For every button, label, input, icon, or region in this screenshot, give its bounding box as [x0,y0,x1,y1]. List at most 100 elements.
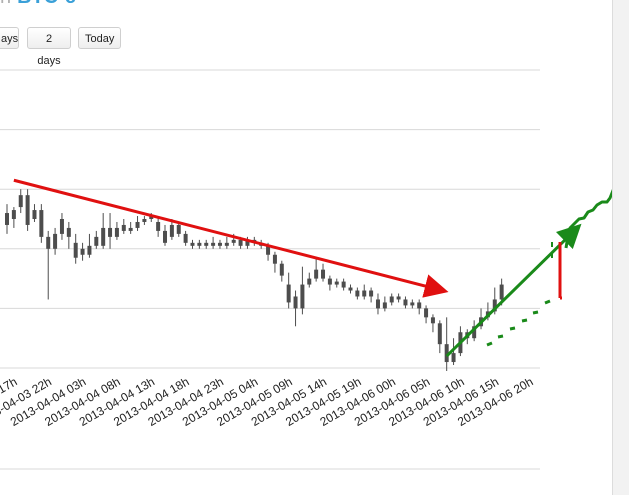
page-title: n BTC-e [0,0,76,9]
candle-body [396,296,401,300]
range-button-2-days[interactable]: 2 days [27,27,71,67]
candle [382,296,387,312]
candle [53,227,58,255]
candle-body [355,290,360,297]
candle-body [66,227,71,237]
candle-body [204,242,209,246]
candle [424,305,429,324]
candle-body [272,254,277,264]
candle [293,290,298,327]
candle-body [18,195,23,208]
candle [444,317,449,371]
projection-dash [532,310,539,315]
candle-body [369,290,374,297]
candle-body [163,230,168,243]
scrollbar[interactable] [612,0,629,495]
candle-body [32,210,37,219]
candle [204,239,209,249]
candle [430,314,435,333]
candle-body [403,299,408,306]
candle-body [217,242,222,246]
candle [169,219,174,240]
candle-body [279,263,284,276]
projection-dash [497,334,504,339]
candle [279,260,284,282]
candle [80,242,85,261]
candle [417,299,422,315]
candle-body [59,219,64,234]
candle-body [156,221,161,231]
candle-body [362,290,367,297]
candle [108,213,113,249]
candle [410,299,415,309]
candle [272,251,277,273]
candle [46,230,51,300]
candle-body [307,278,312,285]
candle-body [410,302,415,306]
range-button-days[interactable]: ays [0,27,19,49]
candle [135,216,140,231]
candle [87,233,92,258]
candle [73,233,78,264]
candle [142,216,147,225]
candle [348,284,353,294]
candle-body [314,269,319,279]
candle [211,236,216,249]
projection-dash [486,341,493,347]
projection-dash [521,318,528,323]
candle [66,221,71,249]
candle-body [417,302,422,309]
candle [327,275,332,291]
candle [286,272,291,309]
candle-body [142,219,147,222]
candle [334,278,339,288]
candle [314,257,319,282]
candle-body [245,239,250,246]
candle-body [128,227,133,231]
candle-body [108,227,113,237]
candle [389,293,394,306]
candle-body [169,224,174,237]
candle [121,219,126,234]
title-lead: n [0,0,11,8]
candle [479,308,484,330]
candle-body [94,236,99,246]
candle [451,338,456,366]
candle-body [451,353,456,363]
range-button-today[interactable]: Today [78,27,121,49]
candle [183,230,188,246]
candle-body [300,284,305,309]
candle [114,221,119,240]
candle [197,239,202,249]
candle [355,287,360,300]
candle-body [424,308,429,318]
candle-body [382,302,387,309]
candle-body [321,269,326,279]
candle-body [87,245,92,255]
candle-body [135,221,140,228]
candle-body [444,344,449,363]
candle [321,263,326,282]
candle-body [114,227,119,237]
candle [375,293,380,315]
exchange-name: BTC-e [17,0,76,8]
candle [403,296,408,309]
candle-body [211,242,216,246]
candle [190,239,195,249]
candle [18,189,23,214]
candle-body [238,239,243,246]
candle [300,266,305,315]
candle-body [492,299,497,312]
candle-body [334,281,339,285]
projection-dash [544,299,551,305]
candle-body [437,323,442,345]
candle-body [341,281,346,288]
candle-body [472,326,477,339]
candle-body [25,195,30,225]
candle-body [11,210,16,219]
candle-body [430,317,435,324]
candle [59,213,64,240]
candle-body [176,224,181,234]
candle [307,272,312,288]
candle-body [327,278,332,285]
